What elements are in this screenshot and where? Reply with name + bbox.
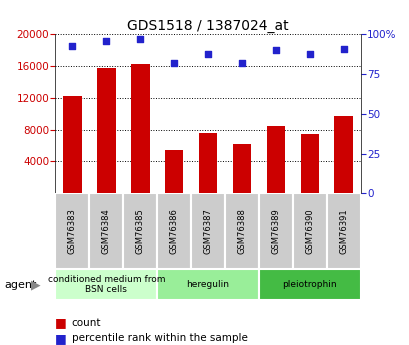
Point [103, 38, 109, 43]
Bar [130, 64, 149, 193]
Point [69, 43, 75, 48]
Bar [198, 133, 217, 193]
Bar [55, 269, 157, 300]
Point [340, 46, 346, 51]
Text: conditioned medium from
BSN cells: conditioned medium from BSN cells [47, 275, 164, 294]
Bar [89, 193, 123, 269]
Bar [266, 126, 285, 193]
Point [306, 51, 312, 56]
Text: GSM76384: GSM76384 [101, 208, 110, 254]
Bar [55, 193, 89, 269]
Bar [232, 144, 251, 193]
Bar [258, 269, 360, 300]
Text: pleiotrophin: pleiotrophin [282, 280, 336, 289]
Bar [157, 193, 191, 269]
Text: GSM76391: GSM76391 [339, 208, 348, 254]
Bar [63, 96, 81, 193]
Bar [334, 116, 352, 193]
Text: GSM76387: GSM76387 [203, 208, 212, 254]
Text: ■: ■ [55, 332, 67, 345]
Bar [326, 193, 360, 269]
Text: GSM76385: GSM76385 [135, 208, 144, 254]
Text: GSM76390: GSM76390 [305, 208, 314, 254]
Bar [292, 193, 326, 269]
Point [272, 48, 279, 53]
Text: percentile rank within the sample: percentile rank within the sample [72, 333, 247, 343]
Text: count: count [72, 318, 101, 327]
Text: GSM76386: GSM76386 [169, 208, 178, 254]
Bar [225, 193, 258, 269]
Point [204, 51, 211, 56]
Text: ▶: ▶ [31, 278, 40, 291]
Bar [123, 193, 157, 269]
Bar [300, 135, 319, 193]
Point [171, 60, 177, 66]
Text: heregulin: heregulin [186, 280, 229, 289]
Point [238, 60, 245, 66]
Bar [258, 193, 292, 269]
Bar [157, 269, 258, 300]
Title: GDS1518 / 1387024_at: GDS1518 / 1387024_at [127, 19, 288, 33]
Text: agent: agent [4, 280, 36, 289]
Text: GSM76389: GSM76389 [271, 208, 280, 254]
Text: GSM76383: GSM76383 [67, 208, 76, 254]
Point [137, 37, 143, 42]
Text: GSM76388: GSM76388 [237, 208, 246, 254]
Text: ■: ■ [55, 316, 67, 329]
Bar [97, 68, 115, 193]
Bar [164, 150, 183, 193]
Bar [191, 193, 225, 269]
